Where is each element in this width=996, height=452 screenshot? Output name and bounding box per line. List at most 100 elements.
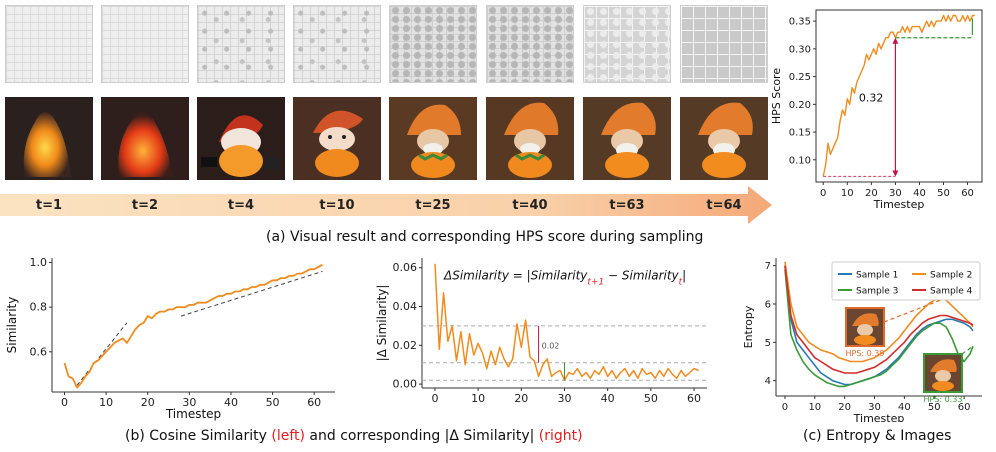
x-tick-label: 50: [266, 396, 280, 409]
timestep-label: t=63: [609, 198, 645, 213]
caption-a: (a) Visual result and corresponding HPS …: [266, 229, 704, 245]
x-tick-label: 30: [182, 396, 196, 409]
trend-line: [76, 322, 128, 386]
attention-mask-t2: [101, 5, 189, 83]
caption-b-left: (left): [271, 428, 305, 444]
y-tick-label: 7: [765, 261, 771, 272]
similarity-chart: 0 10 20 30 40 50 60 0.6 0.8 1.0 Timestep Similarity: [5, 256, 335, 421]
generated-image-t25: [389, 97, 477, 180]
y-tick-label: 1.0: [30, 256, 48, 269]
x-axis-label: Timestep: [165, 407, 221, 421]
y-tick-label: 0.04: [393, 300, 418, 313]
y-tick-label: 0.35: [789, 17, 811, 28]
timestep-label: t=4: [227, 198, 255, 213]
y-tick-label: 0.10: [789, 155, 811, 166]
x-tick-label: 60: [307, 396, 321, 409]
similarity-line: [63, 263, 323, 389]
timestep-label: t=64: [706, 198, 742, 213]
attention-mask-t63: [583, 5, 671, 83]
delta-similarity-chart: 0 10 20 30 40 50 60 0.00 0.02 0.04 0.06 |Δ Similari…: [375, 258, 707, 405]
x-tick-label: 10: [99, 396, 113, 409]
x-tick-label: 30: [889, 188, 902, 199]
timestep-label: t=25: [415, 198, 451, 213]
x-tick-label: 0: [782, 402, 788, 413]
gain-arrow-head: [892, 37, 899, 44]
y-tick-label: 0.25: [789, 72, 811, 83]
generated-image-t4: [197, 97, 285, 180]
formula-text: ΔSimilarity = |Similarityt+1 − Similarit…: [443, 268, 686, 287]
caption-b: (b) Cosine Similarity (left) and corresp…: [125, 428, 583, 444]
gain-value-label: 0.32: [859, 92, 884, 105]
x-tick-label: 20: [141, 396, 155, 409]
badge-pointer: [883, 299, 941, 323]
y-tick-label: 0.8: [30, 301, 48, 314]
y-axis-label: Entropy: [742, 305, 755, 348]
y-tick-label: 0.06: [393, 261, 418, 274]
legend-label: Sample 3: [856, 287, 898, 297]
badge-pointer: [961, 345, 974, 355]
legend-label: Sample 2: [930, 271, 972, 281]
y-tick-label: 6: [765, 300, 771, 311]
timeline-arrow: [0, 186, 772, 224]
attention-mask-t64: [680, 5, 768, 83]
x-axis-label: Timestep: [873, 198, 925, 211]
formula-subscript: t: [679, 277, 683, 287]
entropy-chart: 0 10 20 30 40 50 60 4 5 6 7 Timestep Entropy Sample 1…: [742, 258, 982, 422]
plot-frame: [815, 9, 983, 183]
hps-badge-label: HPS: 0.39: [846, 349, 885, 358]
generated-image-t63: [583, 97, 671, 180]
x-tick-label: 50: [937, 188, 950, 199]
x-tick-label: 40: [224, 396, 238, 409]
hps-badge-label: HPS: 0.33: [924, 395, 963, 404]
x-tick-label: 50: [928, 402, 941, 413]
caption-b-right: (right): [538, 428, 583, 444]
x-tick-label: 10: [841, 188, 854, 199]
x-tick-label: 10: [808, 402, 821, 413]
y-tick-label: 4: [765, 376, 771, 387]
generated-image-t2: [101, 97, 189, 180]
x-tick-label: 40: [898, 402, 911, 413]
gnome-face-icon: [857, 324, 873, 336]
generated-image-t10: [293, 97, 381, 180]
timestep-label: t=40: [512, 198, 548, 213]
gnome-hat-icon: [852, 313, 879, 326]
formula-subscript: t+1: [587, 277, 604, 287]
legend-box: [831, 261, 981, 301]
attention-mask-t4: [197, 5, 285, 83]
drop-value-label: 0.02: [542, 341, 560, 350]
y-axis-label: Similarity: [5, 297, 19, 354]
entropy-line: [784, 265, 974, 386]
x-tick-label: 0: [820, 188, 826, 199]
x-tick-label: 40: [913, 188, 926, 199]
x-tick-label: 30: [558, 392, 572, 405]
y-tick-label: 0.20: [789, 100, 811, 111]
formula-part: |: [682, 268, 686, 282]
x-tick-label: 60: [958, 402, 971, 413]
caption-c: (c) Entropy & Images: [803, 428, 952, 444]
attention-mask-t25: [389, 5, 477, 83]
caption-b-prefix: (b) Cosine Similarity: [125, 428, 272, 444]
delta-similarity-line: [434, 263, 699, 381]
generated-image-t1: [5, 97, 93, 180]
y-tick-label: 0.00: [393, 378, 418, 391]
legend-label: Sample 4: [930, 287, 973, 297]
generated-image-t40: [486, 97, 574, 180]
formula-part: ΔSimilarity = |Similarity: [443, 268, 588, 282]
trend-line: [180, 270, 323, 317]
y-tick-label: 0.02: [393, 339, 418, 352]
caption-b-mid: and corresponding |Δ Similarity|: [304, 428, 539, 444]
timestep-label: t=1: [35, 198, 63, 213]
hps-line: [822, 14, 975, 177]
pumpkin-icon: [854, 335, 876, 345]
y-axis-label: HPS Score: [770, 68, 783, 124]
x-tick-label: 10: [471, 392, 485, 405]
y-axis-label: |Δ Similarity|: [375, 285, 389, 362]
x-tick-label: 20: [865, 188, 878, 199]
y-tick-label: 5: [765, 338, 771, 349]
gnome-face-icon: [935, 370, 951, 382]
x-tick-label: 20: [514, 392, 528, 405]
x-tick-label: 60: [687, 392, 701, 405]
x-tick-label: 30: [868, 402, 881, 413]
generated-image-t64: [680, 97, 768, 180]
x-axis-label: Timestep: [853, 412, 905, 422]
